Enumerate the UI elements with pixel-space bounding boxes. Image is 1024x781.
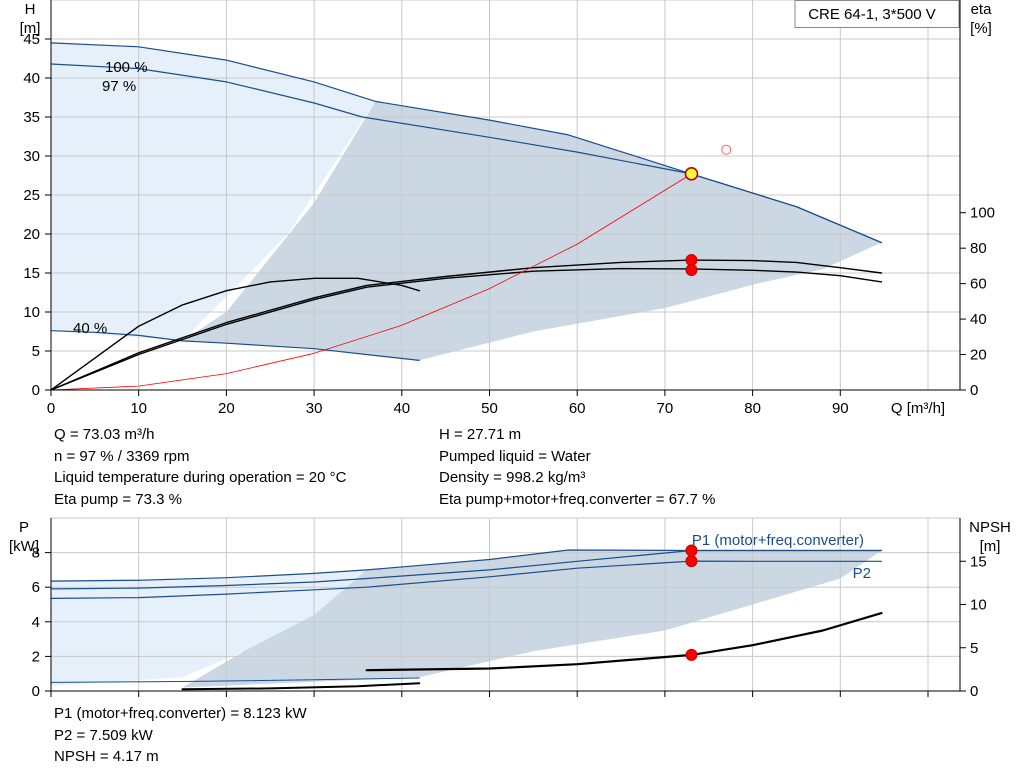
- curve-label-100: 100 %: [105, 59, 148, 76]
- y-tick-label: 0: [32, 683, 40, 700]
- y-tick-label: 5: [32, 343, 40, 360]
- temperature-readout: Liquid temperature during operation = 20…: [54, 469, 347, 486]
- head-readout: H = 27.71 m: [439, 426, 522, 443]
- series-label-p2: P2: [853, 565, 871, 582]
- model-label-box: [794, 0, 960, 28]
- y-tick-label: 0: [32, 382, 40, 399]
- y-tick-label: 35: [23, 109, 40, 126]
- y-right-tick-label: 20: [970, 347, 987, 364]
- curve-label-40: 40 %: [73, 320, 107, 337]
- x-tick-label: 80: [744, 400, 761, 417]
- operating-point-marker: [685, 263, 698, 276]
- x-tick-label: 60: [569, 400, 586, 417]
- x-tick-label: 90: [832, 400, 849, 417]
- model-label: CRE 64-1, 3*500 V: [808, 6, 936, 23]
- series-eta-40: [50, 277, 420, 391]
- y-tick-label: 10: [23, 304, 40, 321]
- x-tick-label: 70: [657, 400, 674, 417]
- y-tick-label: 30: [23, 148, 40, 165]
- liquid-readout: Pumped liquid = Water: [439, 447, 591, 465]
- y-axis-unit: [m]: [20, 20, 41, 37]
- y-right-tick-label: 5: [970, 640, 978, 657]
- series-97: [50, 63, 883, 244]
- power-npsh-chart: 0 2 4 6 8 0 5 10 15 P [kW] NPSH [m] P1 (motor+freq.co…: [9, 517, 1011, 700]
- npsh-readout: NPSH = 4.17 m: [54, 748, 159, 765]
- y-tick-label: 2: [32, 648, 40, 665]
- p1-readout: P1 (motor+freq.converter) = 8.123 kW: [54, 705, 307, 722]
- y-right-tick-label: 10: [970, 597, 987, 614]
- power-operating-area: [182, 550, 882, 688]
- y-axis-label: P: [19, 519, 29, 536]
- lower-info: P1 (motor+freq.converter) = 8.123 kW P2 …: [54, 703, 307, 768]
- y-tick-label: 40: [23, 70, 40, 87]
- y-right-axis-unit: [%]: [970, 20, 992, 37]
- y-right-tick-label: 100: [970, 205, 995, 222]
- x-tick-label: 10: [130, 400, 147, 417]
- series-eta-100: [50, 259, 883, 391]
- y-tick-label: 25: [23, 187, 40, 204]
- y-axis-unit: [kW]: [9, 538, 39, 555]
- series-eta-97: [50, 267, 883, 391]
- y-right-tick-label: 0: [970, 683, 978, 700]
- x-tick-label: 30: [306, 400, 323, 417]
- y-right-tick-label: 60: [970, 276, 987, 293]
- y-right-tick-label: 40: [970, 311, 987, 328]
- speed-readout: n = 97 % / 3369 rpm: [54, 447, 190, 465]
- eta-pump-readout: Eta pump = 73.3 %: [54, 490, 182, 508]
- y-right-axis-unit: [m]: [980, 538, 1001, 555]
- y-right-axis-label: NPSH: [969, 519, 1011, 536]
- series-npsh-40: [181, 682, 421, 691]
- reference-point-marker: [721, 144, 732, 155]
- operating-range-area: [182, 101, 882, 361]
- x-tick-label: 0: [47, 400, 55, 417]
- operating-point-marker: [685, 254, 698, 267]
- x-tick-label: 40: [393, 400, 410, 417]
- y-tick-label: 45: [23, 31, 40, 48]
- x-axis-label: Q [m³/h]: [891, 400, 945, 417]
- y-tick-label: 8: [32, 545, 40, 562]
- y-axis-label: H: [25, 1, 36, 18]
- upper-info-right: H = 27.71 m Pumped liquid = Water Densit…: [439, 424, 715, 510]
- x-tick-label: 20: [218, 400, 235, 417]
- operating-point-marker: [685, 555, 698, 568]
- y-right-axis-label: eta: [971, 1, 993, 18]
- upper-info-left: Q = 73.03 m³/h n = 97 % / 3369 rpm Liqui…: [54, 424, 346, 510]
- p2-readout: P2 = 7.509 kW: [54, 726, 153, 744]
- y-right-tick-label: 15: [970, 553, 987, 570]
- series-p2: [50, 560, 883, 599]
- series-40: [50, 330, 420, 361]
- duty-point-marker: [684, 167, 699, 181]
- y-tick-label: 6: [32, 579, 40, 596]
- y-tick-label: 4: [32, 614, 40, 631]
- series-system-curve: [50, 173, 692, 391]
- y-right-tick-label: 80: [970, 240, 987, 257]
- y-right-tick-label: 0: [970, 382, 978, 399]
- flow-readout: Q = 73.03 m³/h: [54, 426, 155, 443]
- series-p-40: [50, 677, 420, 683]
- x-tick-label: 50: [481, 400, 498, 417]
- head-chart: 0 5 10 15 20 25 30 35 40 45 0 20 40 60 80 100 0 10 20 30 40 5…: [20, 0, 995, 417]
- series-label-p1: P1 (motor+freq.converter): [692, 532, 864, 549]
- curve-label-97: 97 %: [102, 78, 136, 95]
- y-tick-label: 20: [23, 226, 40, 243]
- eta-total-readout: Eta pump+motor+freq.converter = 67.7 %: [439, 490, 716, 508]
- series-p-97: [50, 549, 883, 590]
- density-readout: Density = 998.2 kg/m³: [439, 469, 586, 486]
- y-tick-label: 15: [23, 265, 40, 282]
- operating-point-marker: [685, 648, 698, 661]
